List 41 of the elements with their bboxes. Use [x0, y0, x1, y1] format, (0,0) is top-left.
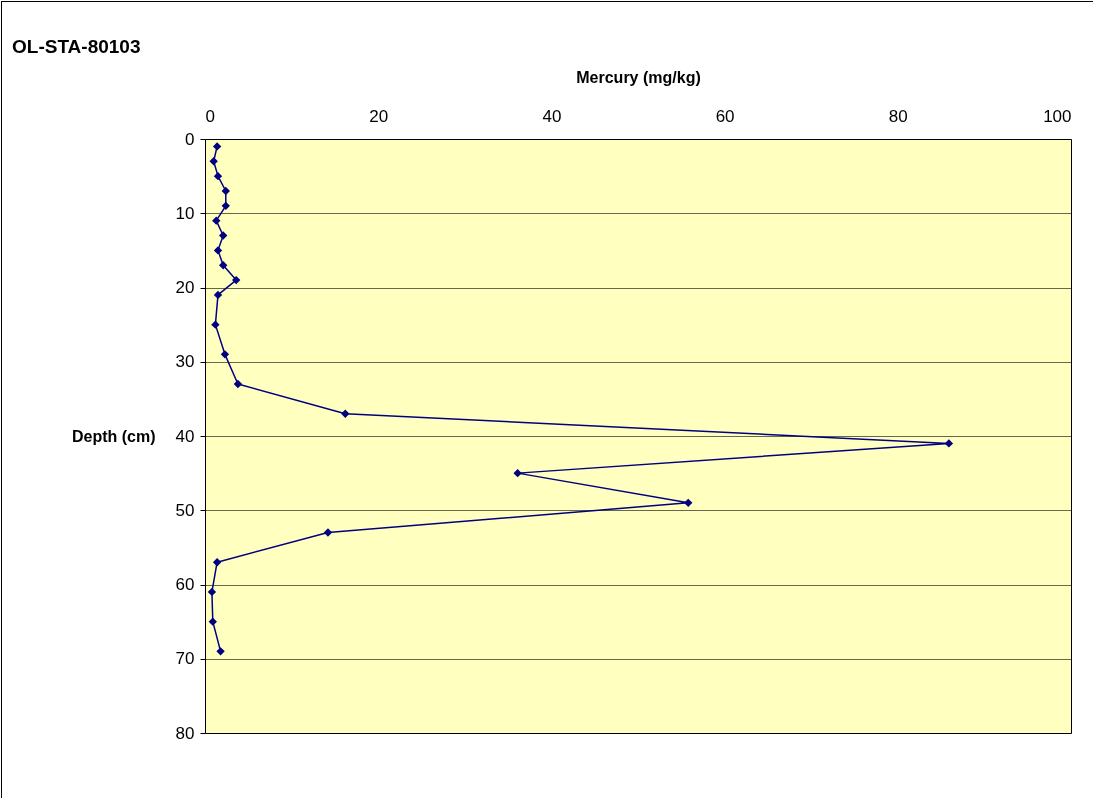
x-tick-label: 40: [542, 106, 562, 126]
point: [323, 528, 333, 537]
y-tick-label: 50: [175, 500, 195, 520]
y-tick-label: 30: [175, 352, 195, 372]
point: [221, 201, 230, 211]
x-tick-label: 0: [205, 106, 215, 126]
point: [212, 142, 222, 151]
y-tick-label: 0: [185, 129, 195, 149]
point: [209, 157, 218, 166]
point: [219, 231, 228, 240]
point: [341, 409, 350, 418]
point: [207, 587, 217, 597]
point: [216, 647, 225, 656]
x-tick-label: 100: [1043, 106, 1072, 126]
point: [211, 320, 220, 329]
point: [213, 171, 223, 181]
point: [944, 439, 954, 448]
y-tick-label: 70: [175, 649, 195, 669]
y-tick-label: 20: [175, 278, 195, 297]
point: [221, 186, 230, 196]
point: [213, 246, 223, 255]
point: [231, 275, 241, 285]
point: [212, 216, 221, 225]
point: [220, 350, 230, 359]
y-tick-label: 80: [175, 723, 195, 743]
point: [208, 617, 217, 626]
point: [513, 468, 522, 478]
x-axis-title: Mercury (mg/kg): [576, 68, 701, 86]
point: [212, 558, 222, 567]
point: [684, 498, 693, 508]
x-tick-label: 20: [369, 106, 389, 126]
y-axis-title: Depth (cm): [71, 427, 156, 445]
point: [233, 379, 243, 389]
y-tick-label: 10: [175, 203, 195, 223]
x-tick-label: 60: [715, 106, 735, 126]
y-tick-label: 60: [175, 575, 195, 594]
y-tick-label: 40: [175, 426, 195, 446]
x-tick-label: 80: [888, 106, 908, 126]
point: [219, 261, 228, 270]
point: [213, 290, 223, 300]
chart-title: OL-STA-80103: [12, 36, 141, 57]
